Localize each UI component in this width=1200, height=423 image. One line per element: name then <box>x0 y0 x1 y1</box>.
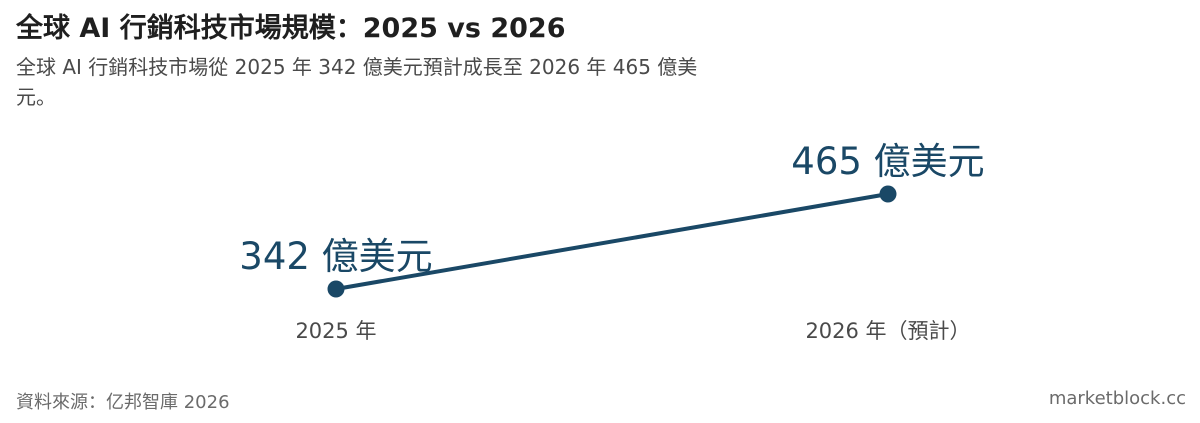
chart-subtitle: 全球 AI 行銷科技市場從 2025 年 342 億美元預計成長至 2026 年… <box>16 55 698 109</box>
data-label: 465 億美元 <box>791 140 984 183</box>
chart-title: 全球 AI 行銷科技市場規模：2025 vs 2026 <box>16 13 566 44</box>
x-tick-label: 2026 年（預計） <box>805 319 970 343</box>
data-point <box>327 280 345 298</box>
series-line <box>334 192 890 291</box>
data-point <box>879 185 897 203</box>
plot-area: 342 億美元 2025 年 465 億美元 2026 年（預計） <box>239 140 984 343</box>
source-note: 資料來源：亿邦智庫 2026 <box>16 392 230 413</box>
data-label: 342 億美元 <box>239 235 432 278</box>
brand-mark: marketblock.cc <box>1048 388 1186 409</box>
x-tick-label: 2025 年 <box>295 319 376 343</box>
